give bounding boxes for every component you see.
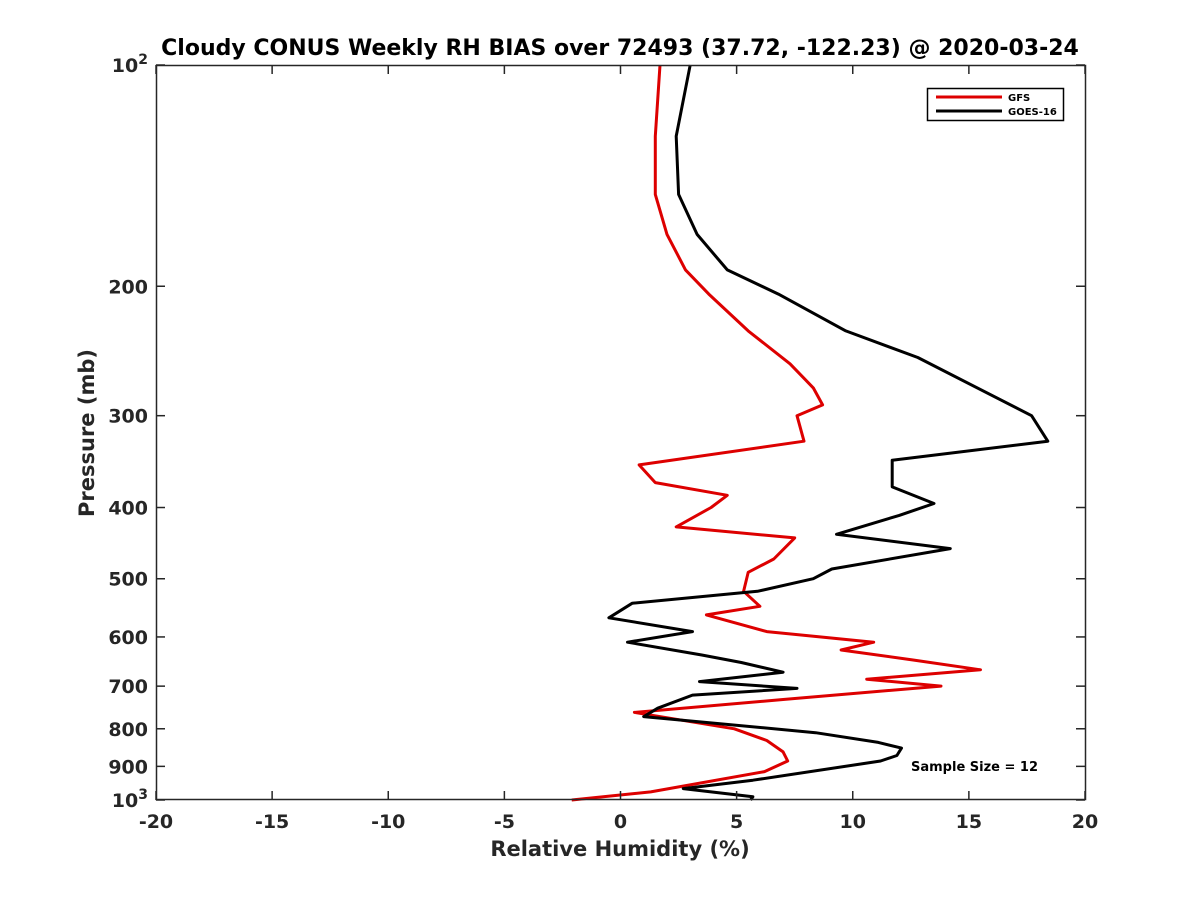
y-tick-label: 400 xyxy=(108,498,148,520)
x-axis-ticks: -20 -15 -10 -5 0 5 10 15 20 xyxy=(139,65,1098,833)
legend: GFS GOES-16 xyxy=(926,87,1065,122)
x-tick-label: 15 xyxy=(956,811,982,833)
y-axis-ticks: 102 200 300 400 500 600 700 800 900 103 xyxy=(108,52,1085,812)
x-tick-label: -20 xyxy=(139,811,173,833)
y-tick-label: 500 xyxy=(108,569,148,591)
legend-label-gfs: GFS xyxy=(1008,93,1030,104)
x-tick-label: -10 xyxy=(371,811,405,833)
series-layer xyxy=(571,64,1050,802)
plot-frame xyxy=(155,64,1087,801)
x-tick-label: -15 xyxy=(255,811,289,833)
y-tick-label: 103 xyxy=(112,787,148,812)
y-tick-label: 200 xyxy=(108,276,148,298)
x-axis-label: Relative Humidity (%) xyxy=(490,837,749,861)
x-tick-label: 10 xyxy=(840,811,866,833)
sample-size-annotation: Sample Size = 12 xyxy=(911,760,1038,775)
x-tick-label: -5 xyxy=(494,811,515,833)
legend-label-goes-16: GOES-16 xyxy=(1008,107,1057,118)
y-tick-label: 300 xyxy=(108,406,148,428)
y-tick-label: 102 xyxy=(112,52,148,77)
y-axis-label: Pressure (mb) xyxy=(75,349,99,517)
legend-box xyxy=(926,87,1065,122)
x-tick-label: 0 xyxy=(614,811,627,833)
series-line-goes-16 xyxy=(607,64,1050,801)
chart-title: Cloudy CONUS Weekly RH BIAS over 72493 (… xyxy=(161,36,1079,61)
y-tick-label: 600 xyxy=(108,627,148,649)
y-tick-label: 800 xyxy=(108,719,148,741)
x-tick-label: 5 xyxy=(730,811,743,833)
y-tick-label: 900 xyxy=(108,756,148,778)
x-tick-label: 20 xyxy=(1072,811,1098,833)
y-tick-label: 700 xyxy=(108,676,148,698)
